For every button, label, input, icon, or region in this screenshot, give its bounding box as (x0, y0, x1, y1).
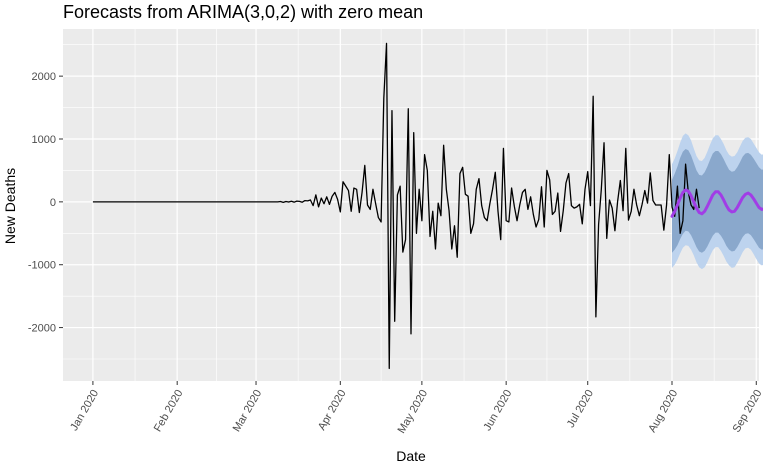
y-tick-label: 2000 (32, 71, 56, 83)
x-tick-label: Jul 2020 (565, 388, 596, 430)
y-tick-label: -2000 (28, 323, 56, 335)
x-tick-label: Jun 2020 (481, 388, 514, 433)
x-axis-ticks: Jan 2020 Feb 2020 Mar 2020 Apr 2020 May 2020… (68, 381, 763, 436)
x-tick-label: Aug 2020 (646, 388, 680, 435)
forecast-mean-line (670, 188, 763, 218)
observed-series-line (92, 42, 700, 370)
x-axis-title: Date (396, 448, 426, 464)
y-tick-label: 1000 (32, 134, 56, 146)
y-axis-ticks: 2000 1000 0 -1000 -2000 (28, 71, 63, 335)
forecast-bands (672, 133, 763, 270)
y-tick-label: 0 (50, 197, 56, 209)
chart-title: Forecasts from ARIMA(3,0,2) with zero me… (63, 2, 423, 22)
y-axis-title: New Deaths (2, 168, 18, 244)
y-tick-label: -1000 (28, 260, 56, 272)
x-tick-label: Feb 2020 (152, 388, 186, 434)
forecast-band-80 (672, 149, 763, 253)
x-tick-label: Apr 2020 (316, 388, 349, 433)
x-tick-label: May 2020 (396, 388, 431, 436)
x-tick-label: Jan 2020 (68, 388, 101, 433)
series-lines (92, 42, 763, 370)
x-tick-label: Sep 2020 (731, 388, 763, 435)
x-tick-label: Mar 2020 (231, 388, 265, 434)
